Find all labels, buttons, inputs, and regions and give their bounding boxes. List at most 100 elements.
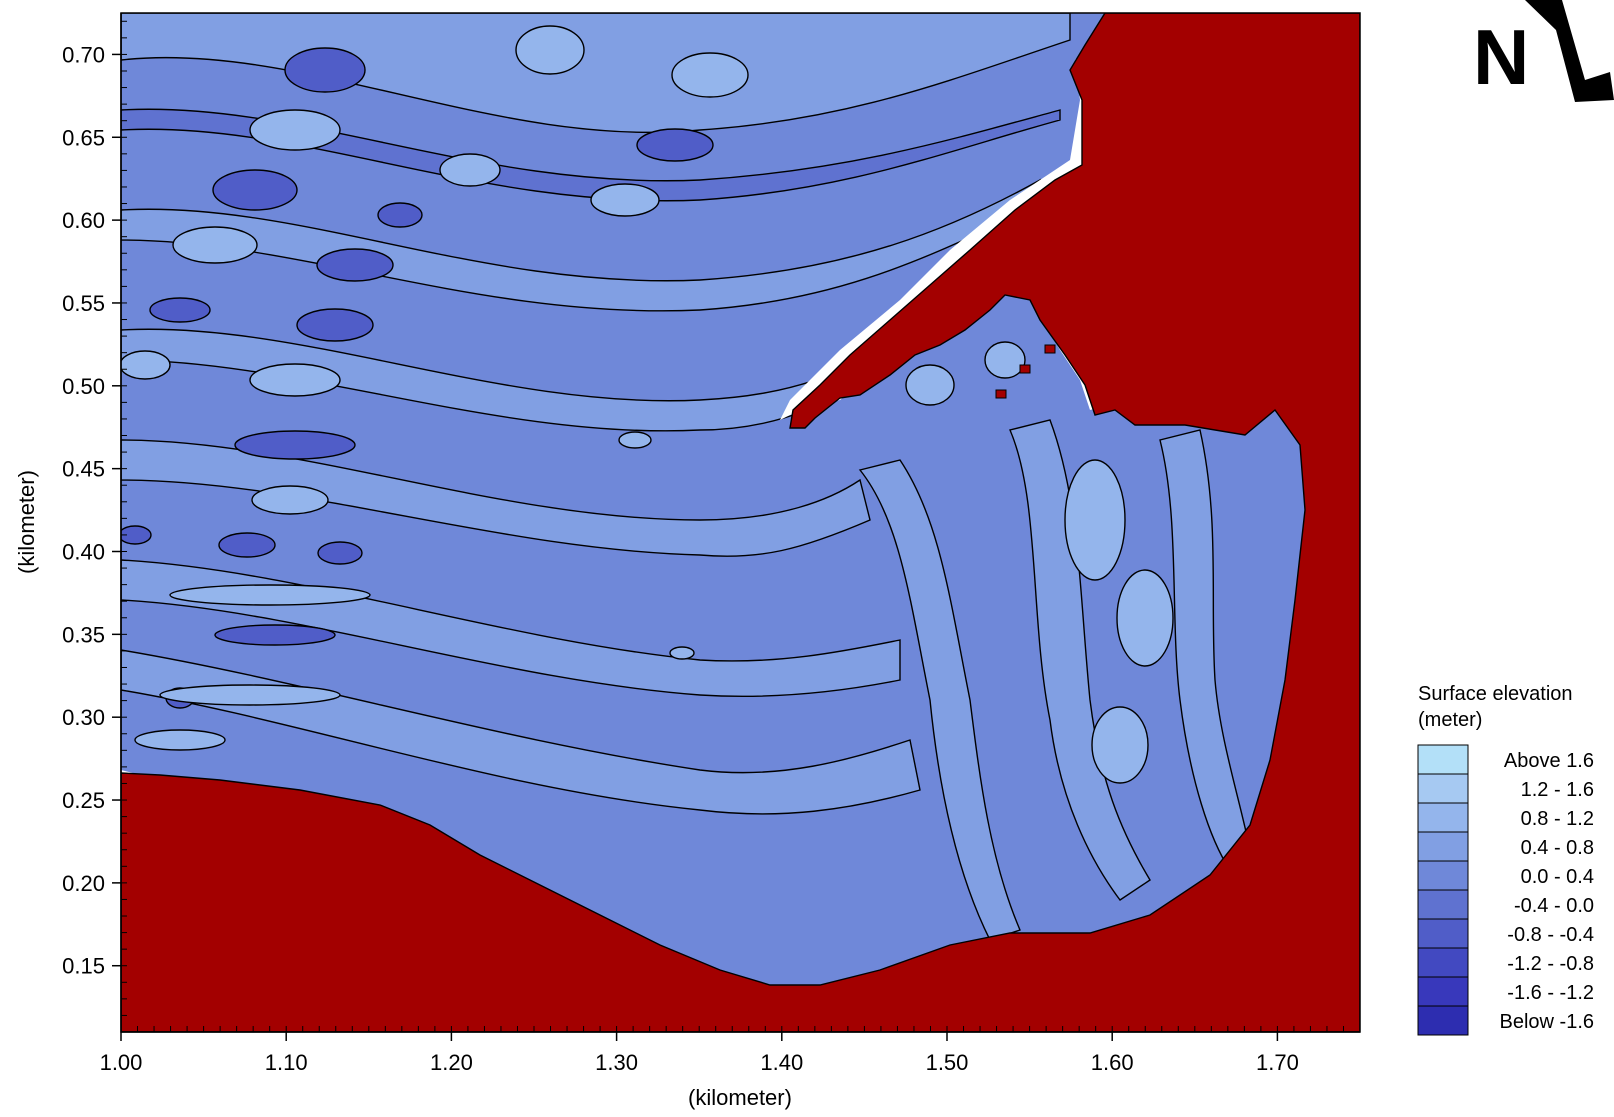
contour-ellipse — [1091, 706, 1149, 784]
contour-ellipse — [121, 525, 152, 545]
y-tick-label: 0.15 — [62, 954, 105, 979]
legend-label: Above 1.6 — [1504, 750, 1594, 772]
legend-item: 0.4 - 0.8 — [1417, 831, 1594, 862]
legend-label: -0.4 - 0.0 — [1514, 895, 1594, 917]
contour-ellipse — [905, 364, 955, 406]
contour-ellipse — [439, 153, 501, 187]
y-tick-label: 0.35 — [62, 622, 105, 647]
x-tick-label: 1.10 — [265, 1050, 308, 1075]
legend-label: -1.6 - -1.2 — [1507, 982, 1594, 1004]
contour-ellipse — [169, 584, 371, 606]
contour-ellipse — [284, 47, 366, 93]
contour-ellipse — [134, 729, 226, 751]
legend-label: -0.8 - -0.4 — [1507, 924, 1594, 946]
contour-ellipse — [515, 25, 585, 75]
contour-ellipse — [1116, 569, 1174, 667]
contour-band — [1009, 419, 1151, 901]
contour-ellipse — [669, 646, 695, 660]
y-axis: 0.70 0.65 0.60 0.55 0.50 0.45 0.40 0.35 0.30 0.25… — [14, 13, 127, 1033]
contour-ellipse — [377, 202, 423, 228]
legend-swatch — [1417, 773, 1469, 804]
legend-swatch — [1417, 947, 1469, 978]
contour-ellipse — [234, 430, 356, 460]
legend-item: 0.8 - 1.2 — [1417, 802, 1594, 833]
legend-item: -0.8 - -0.4 — [1417, 918, 1594, 949]
contour-ellipse — [251, 485, 329, 515]
contour-ellipse — [636, 128, 714, 162]
contour-ellipse — [1064, 459, 1126, 581]
y-tick-label: 0.70 — [62, 42, 105, 67]
legend-subtitle: (meter) — [1418, 709, 1482, 731]
contour-ellipse — [149, 297, 211, 323]
x-axis: 1.00 1.10 1.20 1.30 1.40 1.50 1.60 1.70 (kilome… — [100, 1026, 1361, 1110]
plot-area — [121, 13, 1360, 1032]
contour-ellipse — [172, 226, 258, 264]
legend-item: Above 1.6 — [1417, 744, 1594, 775]
legend-label: -1.2 - -0.8 — [1507, 953, 1594, 975]
land-islet — [1019, 364, 1031, 374]
legend-swatch — [1417, 1005, 1469, 1036]
legend-title: Surface elevation — [1418, 683, 1573, 705]
contour-ellipse — [218, 532, 276, 558]
legend-label: 0.8 - 1.2 — [1521, 808, 1594, 830]
contour-ellipse — [159, 684, 341, 706]
contour-ellipse — [984, 341, 1026, 379]
y-tick-label: 0.50 — [62, 374, 105, 399]
north-arrow: N — [1473, 0, 1614, 102]
legend-swatch — [1417, 860, 1469, 891]
x-axis-title: (kilometer) — [688, 1085, 792, 1110]
land-masses — [121, 13, 1360, 1032]
contour-ellipse — [214, 624, 336, 646]
x-tick-label: 1.30 — [595, 1050, 638, 1075]
contour-ellipse — [249, 363, 341, 397]
contour-ellipse — [296, 308, 374, 342]
land-islet — [995, 389, 1007, 399]
north-label: N — [1473, 13, 1529, 101]
x-major-ticks: 1.00 1.10 1.20 1.30 1.40 1.50 1.60 1.70 — [100, 1032, 1299, 1075]
legend-label: 1.2 - 1.6 — [1521, 779, 1594, 801]
legend-item: -0.4 - 0.0 — [1417, 889, 1594, 920]
contour-ellipse — [249, 109, 341, 151]
x-tick-label: 1.60 — [1091, 1050, 1134, 1075]
contour-band — [121, 439, 871, 557]
contour-ellipse — [590, 183, 660, 217]
y-axis-title: (kilometer) — [14, 470, 39, 574]
legend-label: Below -1.6 — [1500, 1011, 1595, 1033]
land-islet — [1044, 344, 1056, 354]
x-tick-label: 1.70 — [1256, 1050, 1299, 1075]
x-tick-label: 1.00 — [100, 1050, 143, 1075]
y-tick-label: 0.65 — [62, 125, 105, 150]
legend-swatch — [1417, 802, 1469, 833]
contour-ellipse — [121, 350, 171, 380]
x-tick-label: 1.50 — [926, 1050, 969, 1075]
contour-ellipse — [317, 541, 363, 565]
legend-swatch — [1417, 889, 1469, 920]
y-tick-label: 0.20 — [62, 871, 105, 896]
contour-ellipse — [212, 169, 298, 211]
contour-band — [858, 459, 1021, 941]
legend-swatch — [1417, 918, 1469, 949]
y-tick-label: 0.40 — [62, 539, 105, 564]
north-arrow-icon — [1525, 0, 1614, 102]
legend-label: 0.4 - 0.8 — [1521, 837, 1594, 859]
y-minor-ticks — [121, 20, 127, 1033]
legend-swatch — [1417, 744, 1469, 775]
legend-swatch — [1417, 831, 1469, 862]
x-tick-label: 1.40 — [760, 1050, 803, 1075]
x-tick-label: 1.20 — [430, 1050, 473, 1075]
y-tick-label: 0.25 — [62, 788, 105, 813]
legend-items: Above 1.6 1.2 - 1.6 0.8 - 1.2 0.4 - 0.8 0.0 … — [1417, 744, 1595, 1036]
contour-ellipse — [618, 431, 652, 449]
y-tick-label: 0.30 — [62, 705, 105, 730]
contour-ellipse — [671, 52, 749, 98]
legend: Surface elevation (meter) Above 1.6 1.2 -… — [1417, 683, 1595, 1036]
contour-band — [121, 649, 921, 815]
y-tick-label: 0.45 — [62, 457, 105, 482]
legend-item: 1.2 - 1.6 — [1417, 773, 1594, 804]
y-tick-label: 0.60 — [62, 208, 105, 233]
legend-swatch — [1417, 976, 1469, 1007]
x-minor-ticks — [120, 1026, 1361, 1032]
legend-item: -1.6 - -1.2 — [1417, 976, 1594, 1007]
y-major-ticks: 0.70 0.65 0.60 0.55 0.50 0.45 0.40 0.35 0.30 0.25… — [62, 42, 121, 979]
